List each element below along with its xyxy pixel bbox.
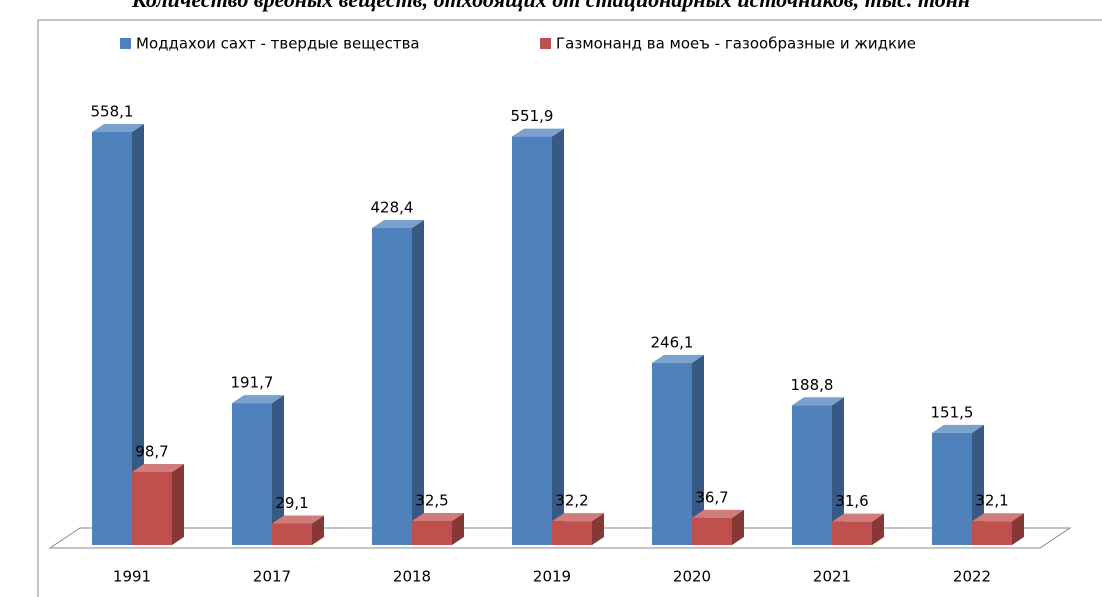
data-label: 32,5 — [415, 491, 448, 509]
bar-side — [132, 124, 144, 545]
bar-side — [412, 219, 424, 545]
data-label: 32,2 — [555, 492, 588, 510]
bar-side — [832, 397, 844, 545]
bar-top — [832, 513, 884, 522]
data-label: 246,1 — [651, 333, 694, 351]
legend-swatch — [120, 38, 131, 49]
bar — [132, 471, 172, 545]
x-tick-label: 1991 — [113, 568, 151, 586]
bar — [792, 405, 832, 545]
bar — [972, 521, 1012, 545]
bar — [412, 520, 452, 545]
bar-side — [972, 424, 984, 545]
data-label: 428,4 — [371, 198, 414, 216]
bar-top — [792, 397, 844, 406]
bar — [832, 521, 872, 545]
chart-frame — [37, 19, 1102, 597]
bar-side — [452, 512, 464, 545]
bar-side — [172, 463, 184, 545]
bar-top — [232, 395, 284, 404]
bar — [272, 523, 312, 545]
data-label: 98,7 — [135, 442, 168, 460]
bar-top — [652, 354, 704, 363]
bar — [552, 521, 592, 545]
data-label: 191,7 — [231, 374, 274, 392]
bar-top — [372, 219, 424, 228]
legend-swatch — [540, 38, 551, 49]
bar-side — [312, 515, 324, 545]
bar-side — [872, 513, 884, 545]
data-label: 29,1 — [275, 494, 308, 512]
bar-top — [272, 515, 324, 524]
bar — [652, 362, 692, 545]
bar-top — [692, 509, 744, 518]
bar-top — [972, 513, 1024, 522]
bar — [692, 517, 732, 545]
bar-top — [132, 463, 184, 472]
legend-label: Газмонанд ва моеъ - газообразные и жидки… — [556, 35, 916, 53]
bar-top — [512, 128, 564, 137]
x-tick-label: 2019 — [533, 568, 571, 586]
bar-top — [412, 512, 464, 521]
bar-side — [272, 395, 284, 545]
x-tick-label: 2020 — [673, 568, 711, 586]
bar — [512, 136, 552, 545]
bar-side — [732, 509, 744, 545]
bar — [232, 403, 272, 545]
bar-top — [92, 124, 144, 132]
bar — [92, 132, 132, 545]
legend-label: Моддахои сахт - твердые вещества — [136, 35, 420, 53]
x-tick-label: 2018 — [393, 568, 431, 586]
chart-title: Количество вредных веществ, отходящих от… — [131, 0, 970, 12]
bar — [932, 432, 972, 545]
x-tick-label: 2022 — [953, 568, 991, 586]
x-tick-label: 2017 — [253, 568, 291, 586]
bar-side — [552, 128, 564, 545]
bar-side — [592, 513, 604, 545]
data-label: 558,1 — [91, 103, 134, 121]
data-label: 32,1 — [975, 492, 1008, 510]
bar-side — [692, 354, 704, 545]
data-label: 31,6 — [835, 492, 868, 510]
data-label: 551,9 — [511, 107, 554, 125]
bar-top — [552, 513, 604, 522]
x-tick-label: 2021 — [813, 568, 851, 586]
bar — [372, 227, 412, 545]
data-label: 188,8 — [791, 376, 834, 394]
bar-top — [932, 424, 984, 433]
bar-side — [1012, 513, 1024, 545]
data-label: 151,5 — [931, 403, 974, 421]
data-label: 36,7 — [695, 488, 728, 506]
